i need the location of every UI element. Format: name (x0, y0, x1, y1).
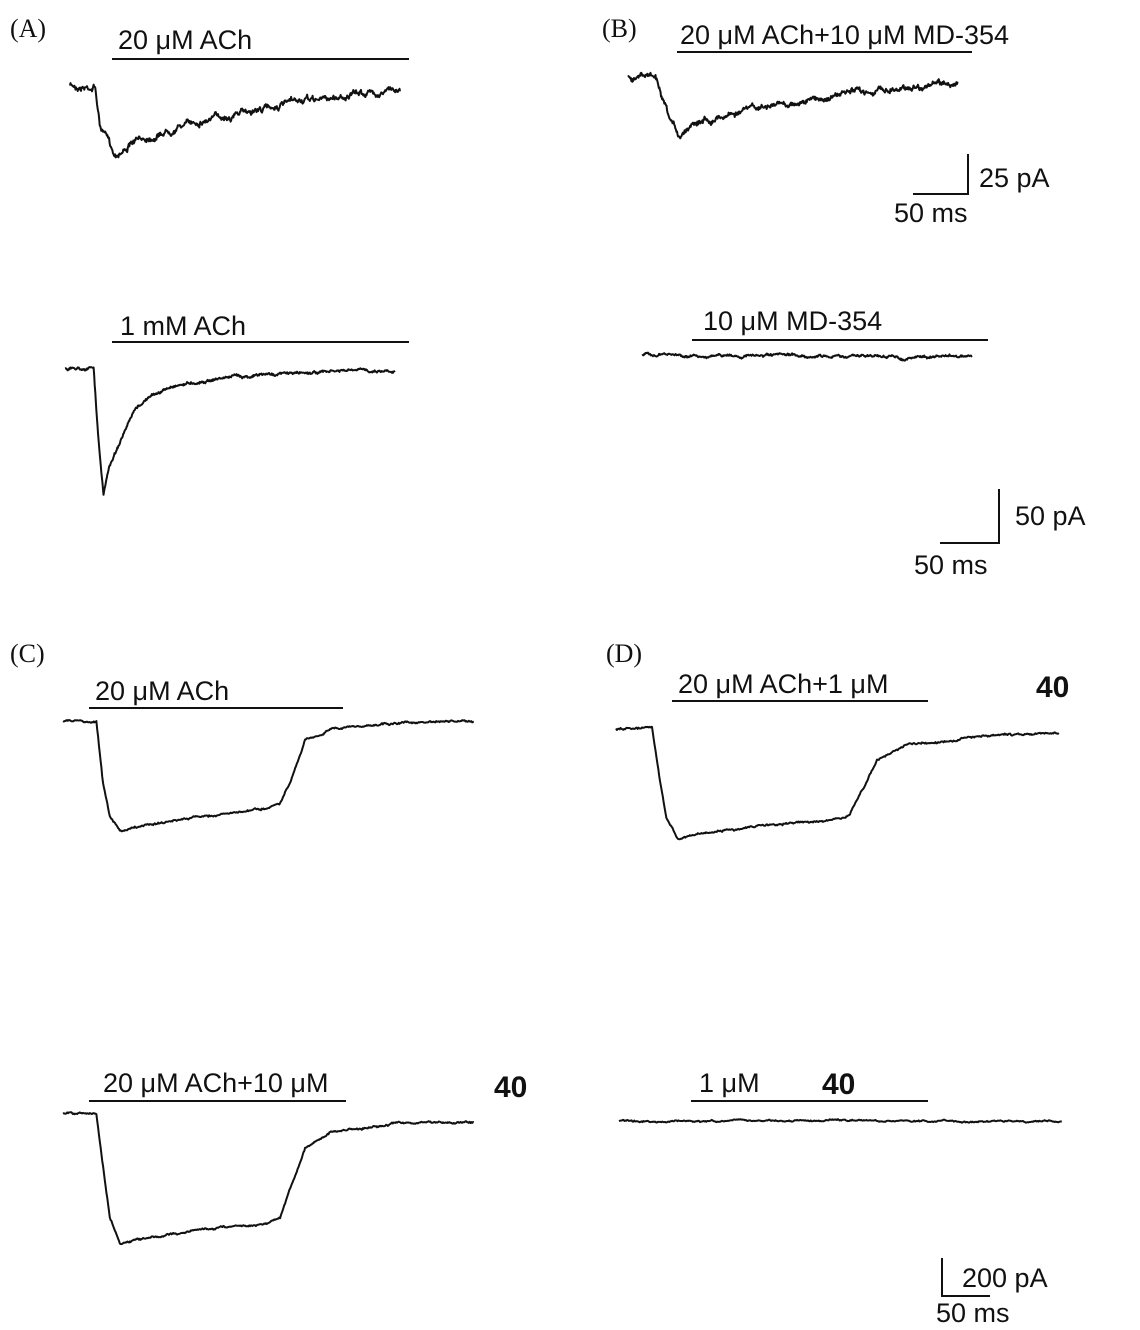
current-trace-a1 (69, 82, 401, 159)
condition-label-d2: 1 μM (699, 1068, 760, 1098)
condition-label-a2: 1 mM ACh (120, 311, 246, 341)
condition-label-c1: 20 μM ACh (95, 676, 229, 706)
current-trace-a2 (64, 366, 396, 496)
panel-label-b: (B) (602, 14, 637, 43)
scale-time-top: 50 ms (894, 198, 968, 228)
scale-current-bottom: 200 pA (962, 1263, 1048, 1293)
current-trace-c2 (62, 1111, 475, 1246)
current-trace-b2 (641, 351, 973, 362)
scale-time-middle: 50 ms (914, 550, 988, 580)
scale-bar-middle (940, 489, 1000, 544)
current-trace-c1 (62, 719, 474, 833)
scale-current-top: 25 pA (979, 163, 1050, 193)
scale-current-middle: 50 pA (1015, 501, 1086, 531)
panel-label-a: (A) (10, 14, 46, 43)
compound-label-c2: 40 (494, 1071, 527, 1104)
scale-bar-bottom (941, 1258, 990, 1297)
scale-bar-top (913, 154, 969, 195)
current-trace-d1 (615, 725, 1060, 841)
panel-label-d: (D) (606, 639, 642, 668)
condition-label-b1: 20 μM ACh+10 μM MD-354 (680, 20, 1009, 50)
panel-label-c: (C) (10, 639, 45, 668)
condition-label-c2: 20 μM ACh+10 μM (103, 1068, 328, 1098)
condition-label-b2: 10 μM MD-354 (703, 306, 882, 336)
current-trace-d2 (618, 1118, 1062, 1124)
scale-time-bottom: 50 ms (936, 1298, 1010, 1328)
compound-label-d2: 40 (822, 1068, 855, 1101)
compound-label-d1: 40 (1036, 671, 1069, 704)
condition-label-d1: 20 μM ACh+1 μM (678, 669, 888, 699)
condition-label-a1: 20 μM ACh (118, 25, 252, 55)
current-trace-b1 (627, 71, 959, 140)
